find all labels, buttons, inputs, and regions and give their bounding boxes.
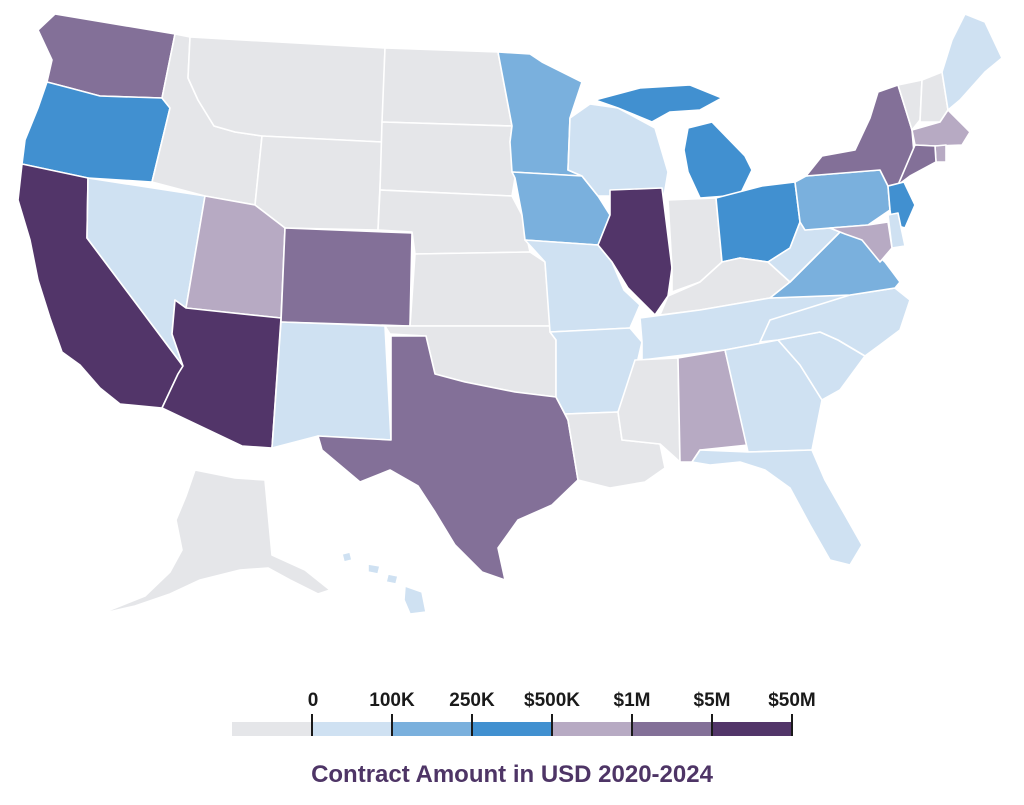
state-MD[interactable] (829, 221, 893, 263)
state-ME[interactable] (941, 13, 1003, 111)
legend-title: Contract Amount in USD 2020-2024 (311, 761, 714, 788)
state-ND[interactable] (381, 47, 513, 127)
map-legend: 0 100K 250K $500K $1M $5M $50M Contract … (232, 690, 816, 788)
legend-tick-50m: $50M (768, 690, 816, 711)
state-CO[interactable] (280, 227, 413, 327)
state-AZ[interactable] (161, 299, 282, 449)
us-choropleth-map (17, 13, 1003, 615)
legend-tick-500k: $500K (524, 690, 580, 711)
state-NM[interactable] (271, 321, 392, 449)
state-SD[interactable] (379, 121, 516, 197)
legend-bin-1 (312, 722, 392, 736)
legend-bin-2 (392, 722, 472, 736)
legend-tick-250k: 250K (449, 690, 495, 711)
legend-tick-0: 0 (308, 690, 319, 711)
state-WI[interactable] (567, 103, 669, 197)
state-NY[interactable] (805, 84, 916, 187)
legend-tick-100k: 100K (369, 690, 415, 711)
state-RI[interactable] (934, 144, 947, 163)
legend-tick-1m: $1M (614, 690, 651, 711)
legend-bin-6 (712, 722, 792, 736)
state-HI[interactable] (341, 551, 427, 615)
legend-bin-4 (552, 722, 632, 736)
state-IL[interactable] (597, 187, 673, 316)
state-FL[interactable] (691, 449, 863, 566)
state-MT[interactable] (187, 36, 386, 143)
state-TX[interactable] (317, 335, 579, 581)
state-OR[interactable] (21, 81, 171, 183)
legend-tick-5m: $5M (694, 690, 731, 711)
state-CT[interactable] (897, 144, 937, 186)
state-KS[interactable] (409, 251, 551, 327)
state-AK[interactable] (99, 469, 331, 615)
state-WY[interactable] (254, 135, 383, 231)
legend-bin-3 (472, 722, 552, 736)
state-PA[interactable] (794, 169, 891, 231)
legend-bin-0 (232, 722, 312, 736)
legend-bin-5 (632, 722, 712, 736)
